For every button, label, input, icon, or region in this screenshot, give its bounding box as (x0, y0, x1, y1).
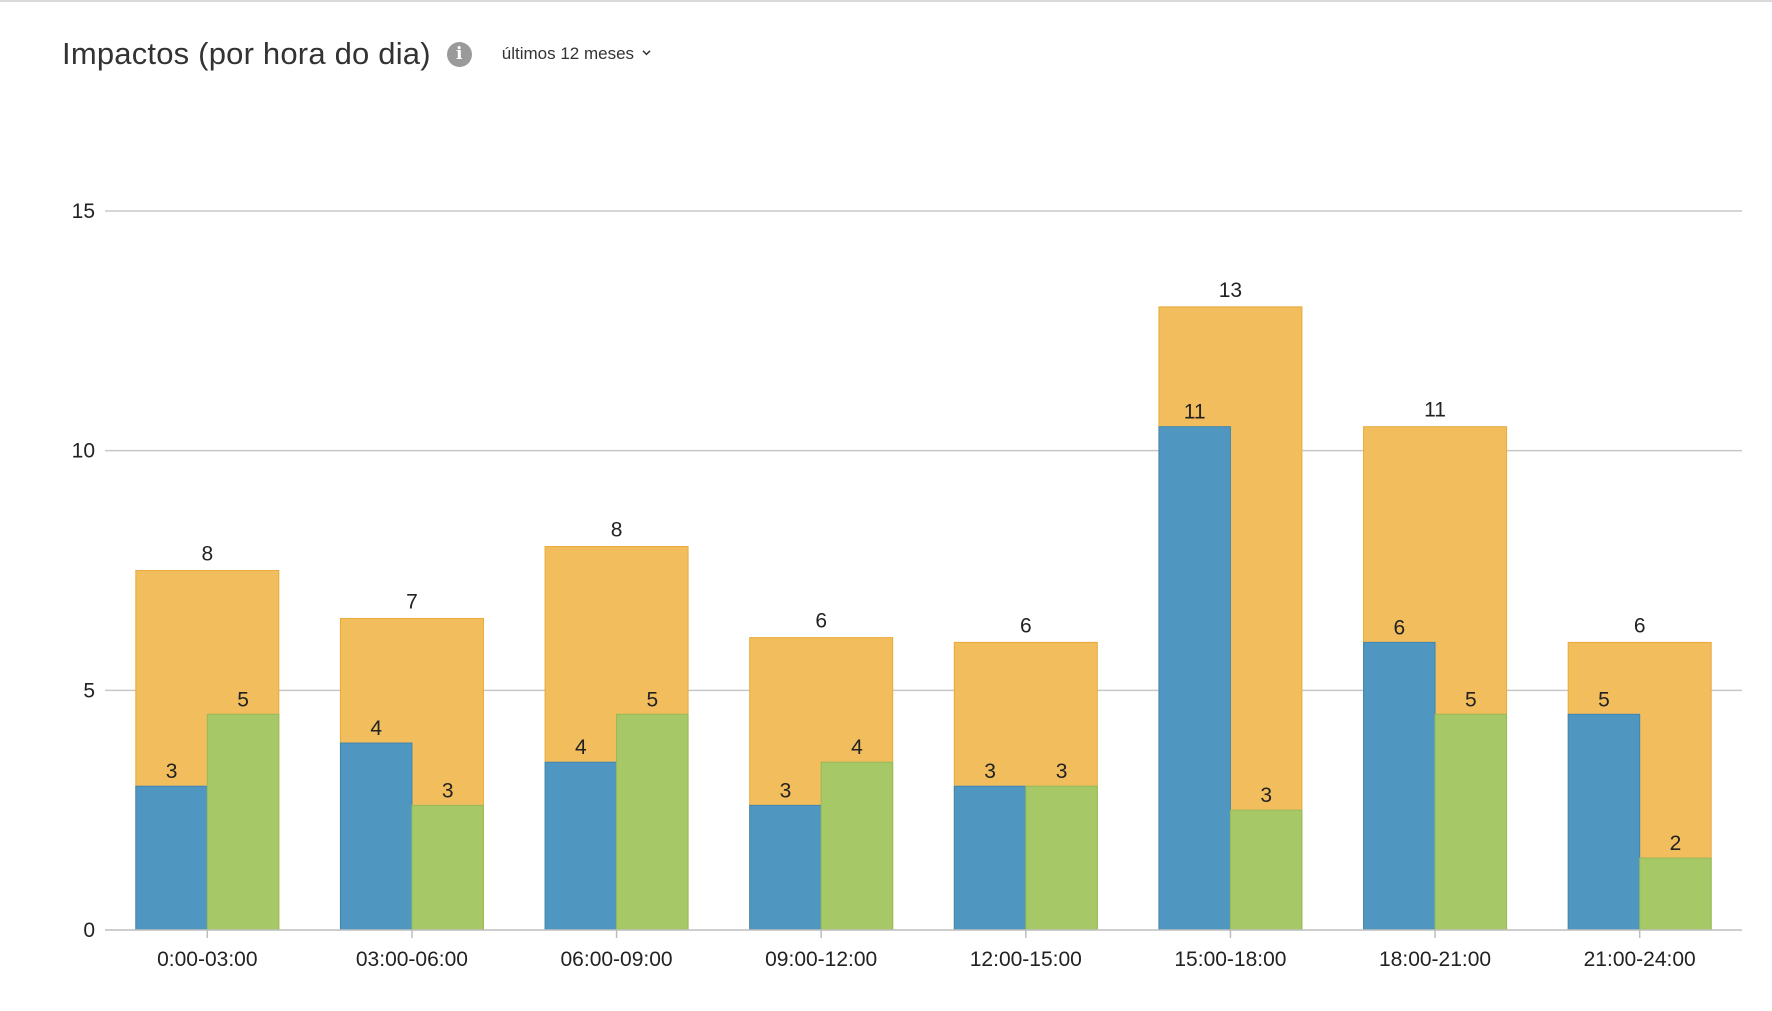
value-labels: 8 3 5 7 4 3 8 4 5 6 3 4 6 3 3 13 11 3 11 6 5 6 5 2 (166, 279, 1682, 855)
right-value-label: 5 (237, 688, 249, 711)
bar-series-left (135, 785, 208, 931)
x-category-label: 03:00-06:00 (356, 948, 468, 971)
axes: 0 5 10 15 0:00-03:00 03:00-06:00 06:00-09:00 09… (72, 200, 1742, 971)
chart-title: Impactos (por hora do dia) (62, 36, 431, 71)
top-divider (0, 0, 1772, 2)
info-icon[interactable]: i (446, 41, 472, 67)
total-value-label: 6 (1634, 614, 1646, 637)
bar-series-left (339, 742, 413, 931)
bar-series-left (1567, 713, 1641, 931)
right-value-label: 2 (1670, 832, 1682, 855)
bar-series-right (1639, 857, 1712, 931)
right-value-label: 3 (1260, 784, 1272, 807)
total-value-label: 6 (815, 610, 827, 633)
bars (135, 306, 1712, 931)
bar-series-left (544, 761, 618, 931)
right-value-label: 5 (1465, 688, 1477, 711)
chart-header: Impactos (por hora do dia) i últimos 12 … (62, 36, 651, 72)
period-dropdown-label: últimos 12 meses (501, 44, 635, 63)
right-value-label: 5 (646, 688, 658, 711)
y-tick-label: 10 (72, 440, 95, 463)
bar-series-left (1158, 426, 1231, 931)
bar-series-right (206, 713, 280, 931)
x-category-label: 0:00-03:00 (157, 948, 257, 971)
total-value-label: 8 (201, 543, 213, 566)
right-value-label: 4 (851, 736, 863, 759)
right-value-label: 3 (1056, 760, 1068, 783)
total-value-label: 7 (406, 590, 418, 613)
bar-series-right (1434, 713, 1508, 931)
y-tick-label: 0 (83, 919, 95, 942)
total-value-label: 8 (611, 519, 623, 542)
x-category-label: 21:00-24:00 (1584, 948, 1696, 971)
x-category-label: 15:00-18:00 (1174, 948, 1286, 971)
total-value-label: 11 (1424, 399, 1446, 422)
bar-series-right (616, 713, 689, 931)
y-tick-label: 15 (72, 200, 95, 223)
chevron-down-icon (642, 48, 651, 57)
x-category-label: 09:00-12:00 (765, 948, 877, 971)
x-category-label: 18:00-21:00 (1379, 948, 1491, 971)
left-value-label: 3 (166, 760, 178, 783)
left-value-label: 4 (575, 736, 587, 759)
x-category-label: 06:00-09:00 (561, 948, 673, 971)
left-value-label: 3 (984, 760, 996, 783)
bar-series-right (411, 804, 484, 931)
right-value-label: 3 (442, 779, 454, 802)
total-value-label: 13 (1219, 279, 1242, 302)
left-value-label: 3 (780, 779, 792, 802)
bar-series-right (1025, 785, 1098, 931)
bar-series-left (1363, 641, 1436, 931)
left-value-label: 4 (370, 717, 382, 740)
bar-series-left (749, 804, 822, 931)
bar-series-right (1229, 809, 1303, 931)
bar-series-right (820, 761, 894, 931)
x-category-label: 12:00-15:00 (970, 948, 1082, 971)
total-value-label: 6 (1020, 614, 1032, 637)
bar-series-left (953, 785, 1027, 931)
y-tick-label: 5 (83, 679, 95, 702)
left-value-label: 6 (1393, 616, 1405, 639)
left-value-label: 5 (1598, 688, 1610, 711)
left-value-label: 11 (1184, 401, 1206, 424)
period-dropdown[interactable]: últimos 12 meses (502, 44, 651, 64)
